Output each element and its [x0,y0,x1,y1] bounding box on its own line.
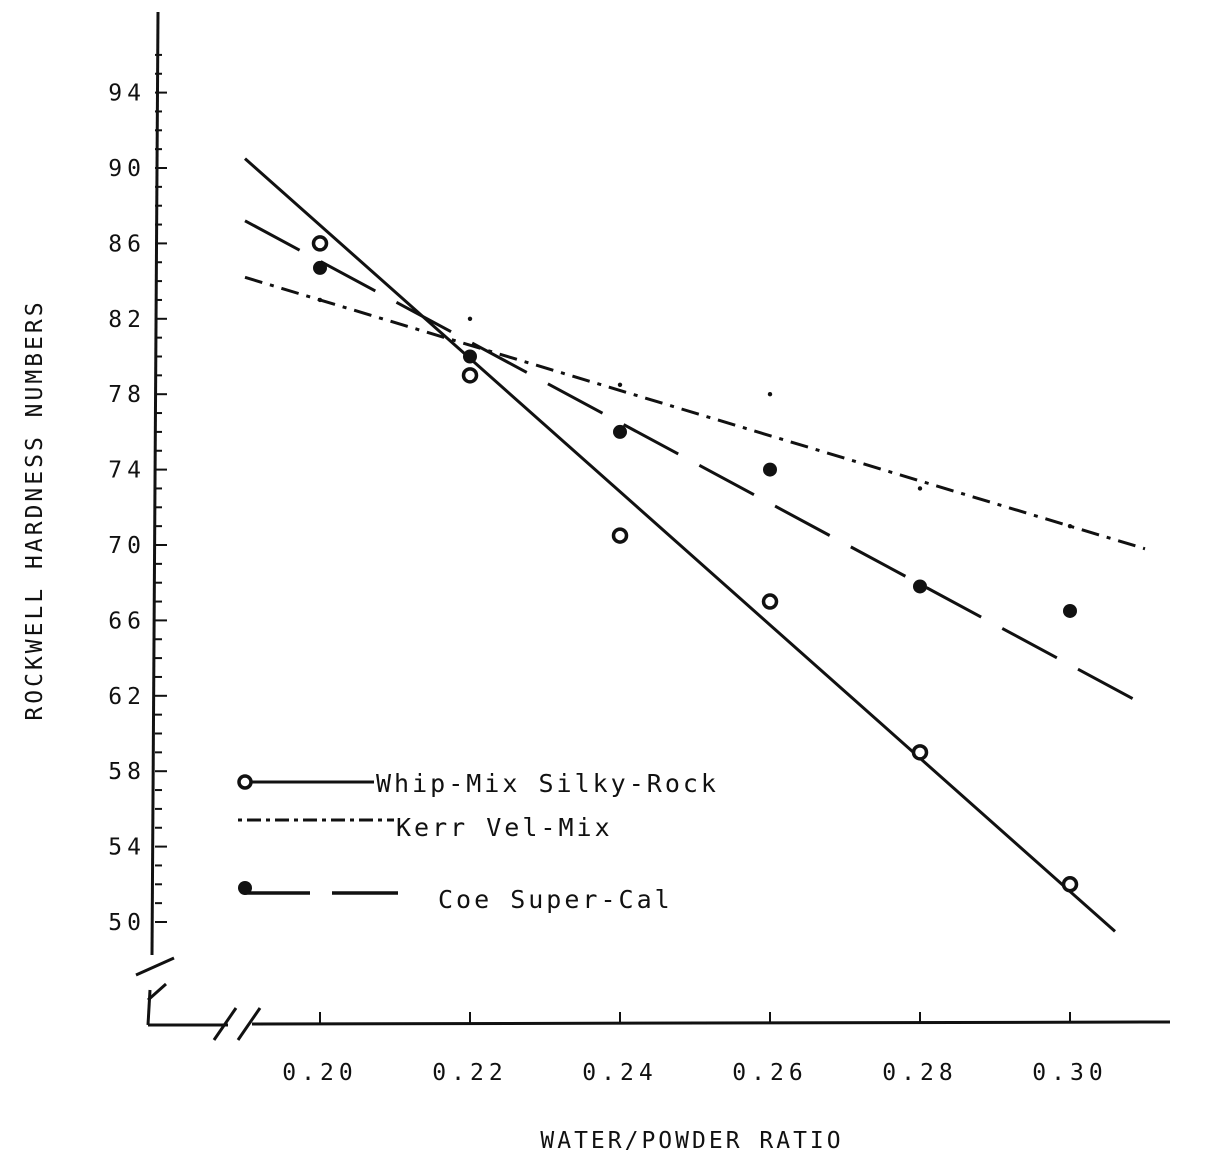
y-tick-label: 82 [108,307,146,333]
legend-label-kerr: Kerr Vel-Mix [396,813,613,842]
fit-line-coe-super-cal [244,219,1146,707]
point-coe-super-cal [463,349,477,364]
x-tick-label: 0.26 [732,1060,807,1086]
y-axis [135,11,175,1026]
x-axis-label: WATER/POWDER RATIO [540,1128,843,1154]
x-tick-label: 0.24 [582,1060,657,1086]
x-tick-label: 0.20 [282,1060,357,1086]
point-whip-mix-silky-rock [761,593,779,610]
point-whip-mix-silky-rock [1061,876,1079,893]
point-kerr-vel-mix [917,486,923,491]
y-tick-label: 70 [108,533,146,559]
legend-item-coe: Coe Super-Cal [238,881,673,914]
legend-marker-whip-mix [237,774,253,790]
y-tick-label: 74 [108,458,146,484]
point-kerr-vel-mix [617,382,623,387]
y-tick-label: 54 [108,835,146,861]
x-axis-break-mark-2 [236,1007,262,1041]
point-coe-super-cal [763,462,777,477]
point-whip-mix-silky-rock [611,527,629,544]
point-coe-super-cal [913,579,927,594]
y-tick-label: 78 [108,382,146,408]
y-axis-break-mark [135,956,175,977]
fit-lines [244,157,1146,933]
y-tick-label: 90 [108,156,146,182]
x-tick-label: 0.28 [882,1060,957,1086]
fit-line-kerr-vel-mix [244,275,1146,551]
x-axis [148,1007,1171,1041]
point-kerr-vel-mix [767,392,773,397]
y-axis-line-upper [150,11,160,956]
y-tick-label: 66 [108,608,146,634]
legend-marker-coe [238,881,252,895]
y-tick-label: 86 [108,231,146,257]
y-axis-label: ROCKWELL HARDNESS NUMBERS [22,299,48,720]
x-tick-label: 0.30 [1032,1060,1107,1086]
y-axis-ticks: 50 54 58 62 66 70 74 78 82 86 90 94 [108,53,167,936]
legend: Whip-Mix Silky-Rock Kerr Vel-Mix Coe Sup… [237,769,719,914]
point-kerr-vel-mix [317,297,323,303]
point-coe-super-cal [313,260,327,275]
y-tick-label: 58 [108,759,146,785]
y-tick-label: 50 [108,910,146,936]
point-coe-super-cal [613,424,627,439]
point-whip-mix-silky-rock [311,235,329,252]
y-tick-label: 94 [108,81,146,107]
x-axis-break-mark [212,1007,238,1041]
point-whip-mix-silky-rock [911,744,929,761]
x-axis-line-right [251,1020,1171,1026]
data-points [311,235,1079,893]
point-kerr-vel-mix [467,316,473,321]
y-axis-line-lower [146,989,152,1026]
point-coe-super-cal [1063,603,1077,618]
x-axis-ticks: 0.20 0.22 0.24 0.26 0.28 0.30 [282,1012,1107,1086]
legend-item-kerr: Kerr Vel-Mix [238,813,613,842]
legend-label-whip-mix: Whip-Mix Silky-Rock [376,769,719,798]
fit-line-whip-mix-silky-rock [244,157,1116,933]
legend-label-coe: Coe Super-Cal [438,885,673,914]
point-kerr-vel-mix [1067,523,1073,529]
y-tick-label: 62 [108,684,146,710]
legend-item-whip-mix: Whip-Mix Silky-Rock [237,769,719,798]
point-whip-mix-silky-rock [461,367,479,384]
x-tick-label: 0.22 [432,1060,507,1086]
